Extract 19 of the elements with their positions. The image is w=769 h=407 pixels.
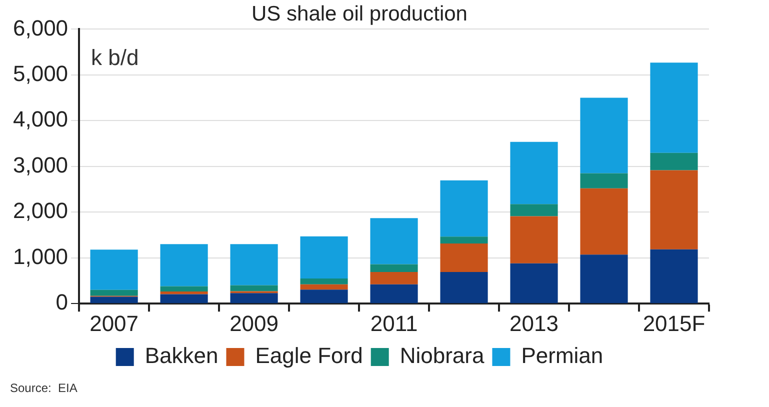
x-tick-label: 2011 xyxy=(370,310,418,336)
y-tick-label: 3,000 xyxy=(12,152,68,178)
y-tick-label: 0 xyxy=(56,290,68,315)
x-tick-label: 2013 xyxy=(510,310,558,336)
annotation: k b/d xyxy=(91,45,139,70)
x-tick-label: 2009 xyxy=(230,310,279,336)
y-tick-label: 4,000 xyxy=(12,106,68,132)
y-tick-label: 5,000 xyxy=(12,60,68,86)
x-tick-label: 2007 xyxy=(90,310,139,336)
source-note: Source: EIA xyxy=(10,381,78,395)
y-tick-label: 6,000 xyxy=(12,15,68,40)
legend-label: Bakken xyxy=(144,343,218,368)
legend-label: Permian xyxy=(521,343,604,368)
legend-label: Niobrara xyxy=(400,343,485,368)
chart-title: US shale oil production xyxy=(252,2,468,26)
legend-label: Eagle Ford xyxy=(255,343,363,368)
y-tick-label: 1,000 xyxy=(12,244,68,269)
y-tick-label: 2,000 xyxy=(12,198,68,224)
x-tick-label: 2015F xyxy=(642,310,706,336)
